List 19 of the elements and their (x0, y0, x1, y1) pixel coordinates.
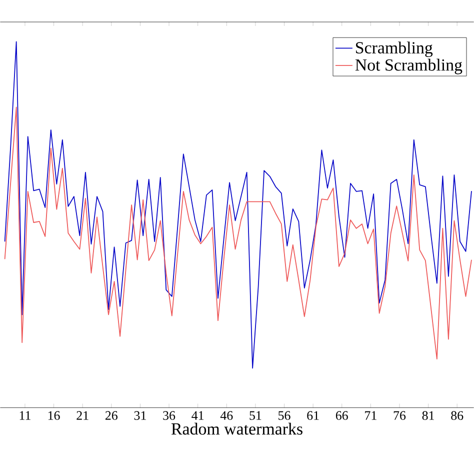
x-tick-label: 61 (307, 411, 319, 420)
x-tick-label: 16 (48, 411, 60, 420)
x-tick-label: 76 (394, 411, 406, 420)
legend-label: Scrambling (356, 42, 433, 58)
x-tick-label: 26 (105, 411, 118, 420)
x-tick-label: 86 (451, 411, 464, 420)
x-tick-label: 66 (336, 411, 348, 420)
x-tick-label: 11 (20, 411, 30, 420)
legend-label: Not Scrambling (355, 58, 462, 74)
x-tick-label: 51 (250, 411, 262, 420)
x-tick-label: 21 (76, 411, 88, 420)
x-tick-label: 31 (134, 411, 146, 420)
x-tick-label: 36 (163, 411, 176, 420)
x-axis-title: Radom watermarks (171, 422, 302, 435)
x-tick-label: 41 (192, 411, 204, 420)
x-tick-label: 81 (422, 411, 434, 420)
x-tick-label: 46 (220, 411, 233, 420)
x-tick-label: 56 (278, 411, 290, 420)
x-tick-label: 71 (365, 411, 376, 420)
